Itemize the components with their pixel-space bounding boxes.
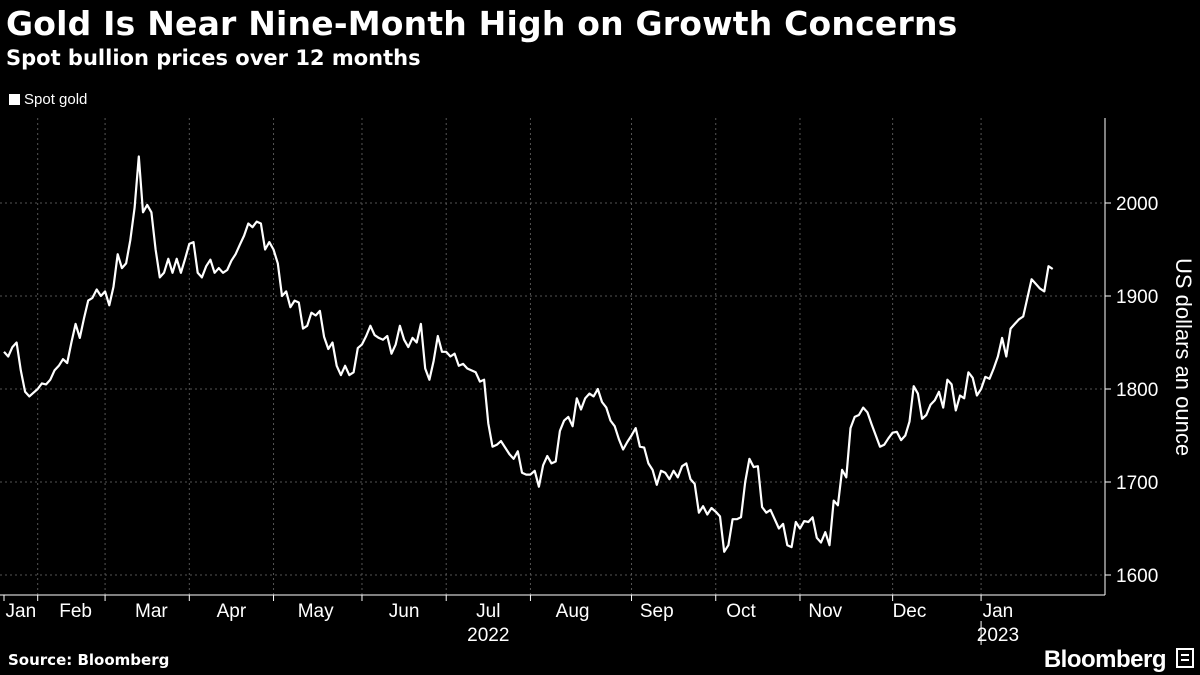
x-year-label: 2022 — [467, 625, 509, 646]
x-tick-label: Jan — [6, 601, 37, 622]
x-tick-label: Mar — [135, 601, 168, 622]
x-year-label: 2023 — [977, 625, 1019, 646]
y-tick-labels: 1600 1700 1800 1900 2000 — [1105, 194, 1158, 587]
x-tick-label: May — [298, 601, 334, 622]
y-tick-label: 1800 — [1116, 380, 1158, 401]
y-tick-label: 1700 — [1116, 473, 1158, 494]
bloomberg-logo: Bloomberg — [1043, 646, 1167, 673]
x-tick-label: Dec — [893, 601, 927, 622]
y-tick-label: 1600 — [1116, 566, 1158, 587]
x-tick-label: Nov — [808, 601, 842, 622]
x-tick-label: Jul — [476, 601, 500, 622]
x-year-labels: 2022 2023 — [467, 625, 1019, 646]
y-tick-label: 2000 — [1116, 194, 1158, 215]
vertical-gridlines — [37, 118, 982, 595]
legend: Spot gold — [9, 91, 87, 108]
x-tick-label: Jun — [389, 601, 420, 622]
chart-title: Gold Is Near Nine-Month High on Growth C… — [6, 4, 958, 43]
bloomberg-terminal-icon — [1176, 648, 1194, 668]
chart-subtitle: Spot bullion prices over 12 months — [6, 46, 421, 70]
y-tick-label: 1900 — [1116, 287, 1158, 308]
x-tick-labels: Jan Feb Mar Apr May Jun Jul Aug Sep Oct Nov Dec Jan — [3, 595, 1014, 622]
series-line-spot-gold — [3, 155, 1054, 553]
legend-label-spot-gold: Spot gold — [24, 91, 88, 108]
x-tick-label: Sep — [640, 601, 674, 622]
legend-swatch-spot-gold — [9, 94, 20, 105]
x-tick-label: Oct — [726, 601, 756, 622]
horizontal-gridlines — [0, 202, 1105, 576]
y-axis-title: US dollars an ounce — [1171, 258, 1196, 456]
x-tick-label: Jan — [983, 601, 1014, 622]
x-tick-label: Feb — [59, 601, 92, 622]
x-tick-label: Aug — [556, 601, 590, 622]
source-note: Source: Bloomberg — [8, 651, 170, 669]
x-tick-label: Apr — [217, 601, 247, 622]
